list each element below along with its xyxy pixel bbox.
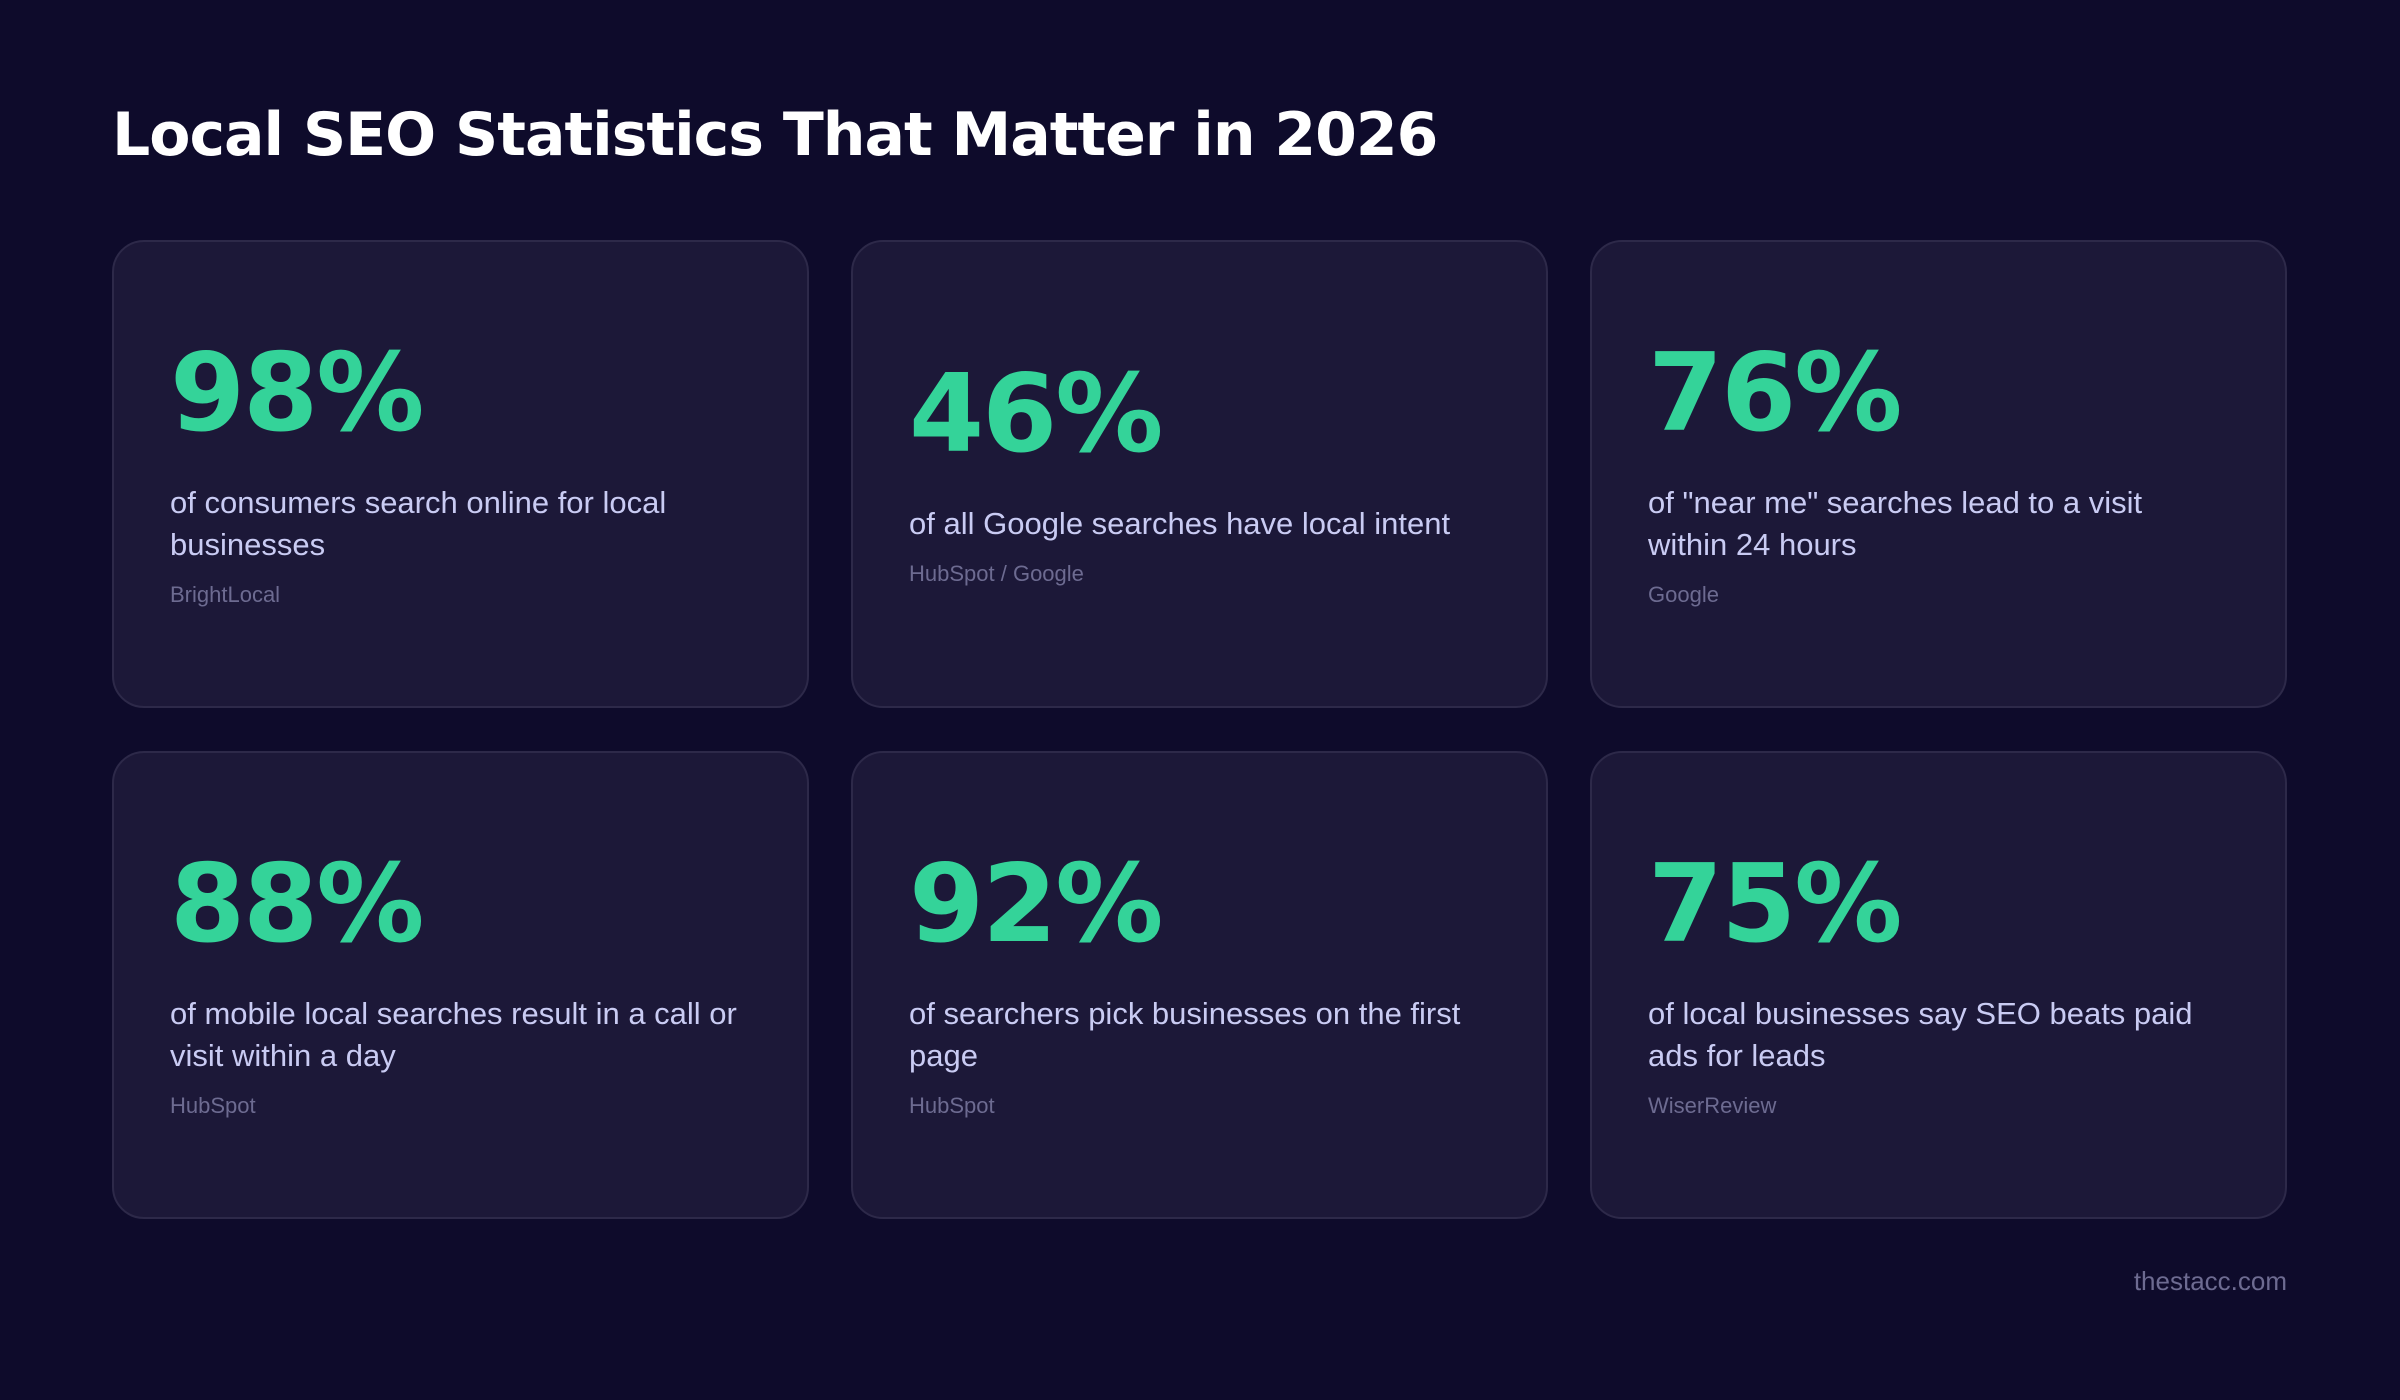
stat-card: 46% of all Google searches have local in… <box>851 240 1548 708</box>
stat-card: 98% of consumers search online for local… <box>112 240 809 708</box>
stat-source: WiserReview <box>1648 1093 1777 1118</box>
stat-source: HubSpot <box>170 1093 256 1118</box>
stat-value: 92% <box>909 842 1164 967</box>
stat-source: HubSpot / Google <box>909 561 1084 586</box>
stat-description: of "near me" searches lead to a visit wi… <box>1648 485 2143 562</box>
stat-description: of searchers pick businesses on the firs… <box>909 996 1461 1073</box>
stat-value: 46% <box>909 352 1164 477</box>
stat-source: Google <box>1648 582 1719 607</box>
stat-description: of local businesses say SEO beats paid a… <box>1648 996 2193 1073</box>
stat-card: 92% of searchers pick businesses on the … <box>851 751 1548 1219</box>
stat-source: HubSpot <box>909 1093 995 1118</box>
stat-description: of consumers search online for local bus… <box>170 485 667 562</box>
stat-value: 75% <box>1648 842 1903 967</box>
stat-value: 98% <box>170 331 425 456</box>
stat-value: 76% <box>1648 331 1903 456</box>
stat-card: 75% of local businesses say SEO beats pa… <box>1590 751 2287 1219</box>
stat-card: 76% of "near me" searches lead to a visi… <box>1590 240 2287 708</box>
footer-brand: thestacc.com <box>2133 1266 2287 1296</box>
stat-description: of all Google searches have local intent <box>909 506 1451 541</box>
stat-value: 88% <box>170 842 425 967</box>
stats-grid: 98% of consumers search online for local… <box>112 240 2287 1219</box>
page-title: Local SEO Statistics That Matter in 2026 <box>112 100 1438 170</box>
stat-card: 88% of mobile local searches result in a… <box>112 751 809 1219</box>
stat-source: BrightLocal <box>170 582 281 607</box>
stat-description: of mobile local searches result in a cal… <box>170 996 737 1073</box>
